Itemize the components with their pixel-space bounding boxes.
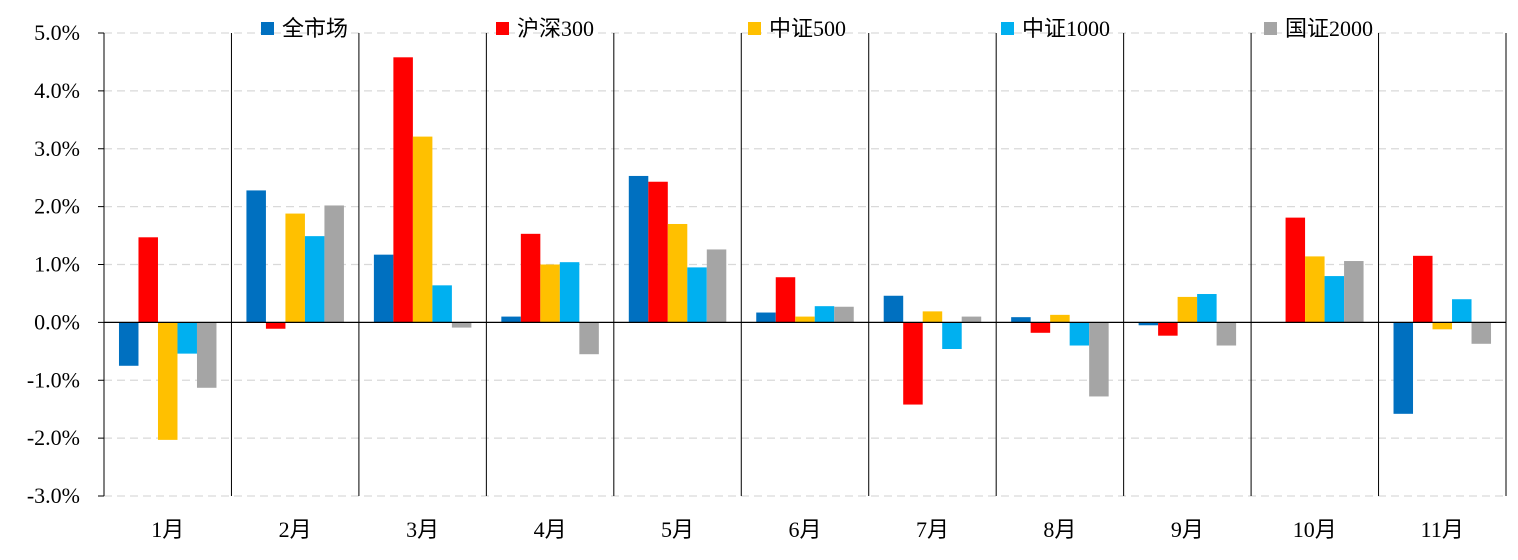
bar — [795, 316, 815, 323]
bar — [177, 322, 197, 354]
bar — [1177, 296, 1198, 323]
bar — [667, 223, 688, 323]
legend-swatch — [1001, 22, 1014, 35]
legend-swatch — [496, 22, 509, 35]
bar — [304, 236, 325, 323]
y-tick-label: 1.0% — [34, 252, 80, 277]
y-tick-label: 4.0% — [34, 78, 80, 103]
bar — [1011, 317, 1031, 323]
bar — [1324, 276, 1345, 323]
bar — [1285, 217, 1306, 323]
bar — [393, 57, 413, 323]
y-tick-label: -2.0% — [27, 425, 80, 450]
bar — [138, 237, 158, 323]
legend-swatch — [748, 22, 761, 35]
legend-item: 中证1000 — [1001, 16, 1110, 41]
bar — [520, 233, 541, 323]
bar — [432, 285, 452, 323]
legend-item: 国证2000 — [1264, 16, 1373, 41]
legend-label: 全市场 — [282, 16, 348, 41]
x-tick-label: 3月 — [406, 517, 439, 542]
axes: -3.0% -2.0% -1.0% 0.0% 1.0% 2.0% 3.0% 4.0% 5.0% 1… — [27, 20, 1506, 542]
bar — [775, 277, 796, 323]
bar — [942, 322, 962, 349]
x-tick-label: 9月 — [1171, 517, 1204, 542]
legend-label: 中证500 — [769, 16, 846, 41]
bar — [1030, 322, 1051, 333]
bar — [265, 322, 286, 329]
bar — [1069, 322, 1090, 346]
bar — [1413, 255, 1433, 323]
x-tick-label: 11月 — [1421, 517, 1464, 542]
legend: 全市场 沪深300 中证500 中证1000 国证2000 — [261, 16, 1373, 41]
category-separators — [103, 33, 1507, 496]
bar — [540, 264, 560, 323]
x-tick-label: 1月 — [151, 517, 184, 542]
y-tick-label: -1.0% — [27, 367, 80, 392]
y-tick-label: -3.0% — [27, 483, 80, 508]
bar — [687, 267, 707, 323]
bar — [883, 295, 904, 323]
bar — [157, 322, 178, 440]
y-tick-label: 3.0% — [34, 136, 80, 161]
x-tick-label: 2月 — [279, 517, 312, 542]
bar — [1471, 322, 1492, 344]
bar — [1393, 322, 1414, 414]
bar — [922, 311, 943, 323]
bar — [1216, 322, 1237, 346]
bar — [1050, 314, 1070, 323]
bar — [648, 181, 668, 323]
legend-item: 中证500 — [748, 16, 846, 41]
bar — [1197, 294, 1217, 323]
bar — [1432, 322, 1453, 330]
bar — [756, 312, 776, 323]
bar — [628, 175, 649, 323]
y-tick-label: 0.0% — [34, 309, 80, 334]
x-tick-label: 5月 — [661, 517, 694, 542]
bar — [903, 322, 923, 405]
bar — [373, 254, 394, 323]
x-tick-label: 10月 — [1293, 517, 1337, 542]
bar — [1344, 261, 1364, 323]
bar — [196, 322, 217, 388]
bars — [118, 57, 1492, 440]
legend-item: 沪深300 — [496, 16, 594, 41]
legend-label: 国证2000 — [1285, 16, 1373, 41]
legend-label: 沪深300 — [517, 16, 594, 41]
bar — [1158, 322, 1178, 336]
bar — [285, 213, 305, 323]
bar — [579, 322, 599, 355]
bar — [814, 306, 835, 323]
x-tick-label: 8月 — [1043, 517, 1076, 542]
bar — [706, 249, 727, 323]
legend-label: 中证1000 — [1022, 16, 1110, 41]
bar — [961, 316, 982, 323]
bar — [1305, 256, 1325, 323]
x-tick-label: 7月 — [916, 517, 949, 542]
x-tick-label: 6月 — [788, 517, 821, 542]
y-tick-label: 5.0% — [34, 20, 80, 45]
bar — [412, 136, 433, 323]
legend-swatch — [1264, 22, 1277, 35]
bar — [501, 316, 521, 323]
bar — [246, 190, 266, 323]
bar — [1138, 322, 1159, 326]
bar — [559, 262, 580, 323]
bar — [1452, 299, 1472, 323]
legend-swatch — [261, 22, 274, 35]
bar — [1089, 322, 1109, 397]
bar — [834, 306, 854, 323]
legend-item: 全市场 — [261, 16, 348, 41]
y-tick-label: 2.0% — [34, 194, 80, 219]
bar — [451, 322, 472, 328]
bar — [324, 205, 344, 323]
x-tick-label: 4月 — [534, 517, 567, 542]
bar — [118, 322, 139, 366]
